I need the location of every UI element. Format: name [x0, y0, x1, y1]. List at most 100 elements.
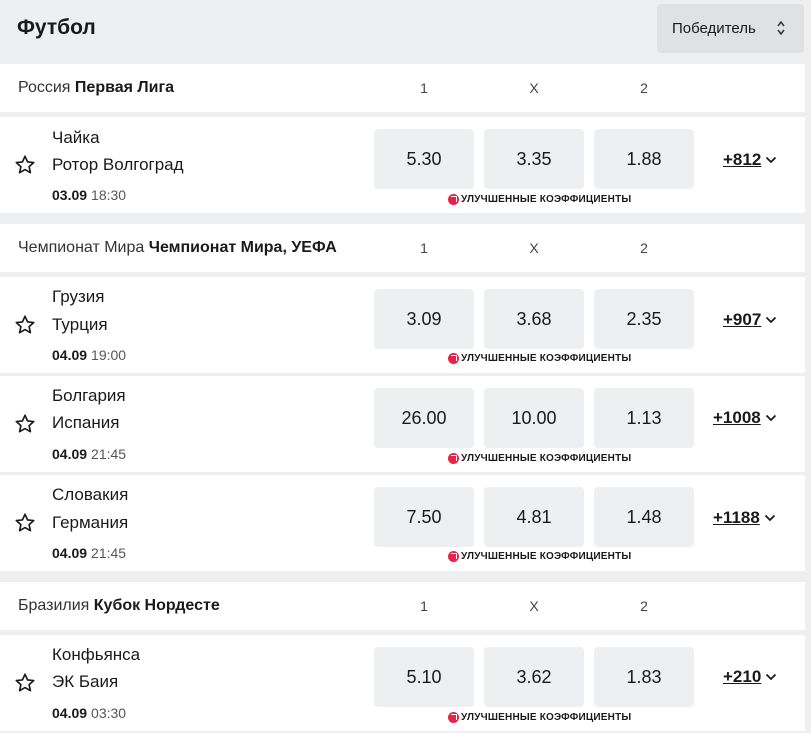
- home-team: Чайка: [52, 128, 100, 147]
- star-icon[interactable]: [14, 413, 36, 435]
- away-team: Испания: [52, 413, 120, 432]
- more-markets-count: +210: [723, 667, 762, 686]
- league-name[interactable]: Чемпионат Мира Чемпионат Мира, УЕФА: [18, 239, 350, 257]
- odd-2-button[interactable]: 1.13: [594, 388, 694, 448]
- star-icon[interactable]: [14, 154, 36, 176]
- match-date: 04.09: [52, 446, 88, 462]
- boosted-odds-label: УЛУЧШЕННЫЕ КОЭФФИЦИЕНТЫ: [461, 193, 632, 205]
- away-team: Турция: [52, 315, 108, 334]
- boosted-odds-label: УЛУЧШЕННЫЕ КОЭФФИЦИЕНТЫ: [461, 550, 632, 562]
- league-tournament: Первая Лига: [74, 79, 175, 96]
- boosted-odds-badge: УЛУЧШЕННЫЕ КОЭФФИЦИЕНТЫ: [448, 711, 631, 723]
- star-icon[interactable]: [14, 672, 36, 694]
- boosted-odds-label: УЛУЧШЕННЫЕ КОЭФФИЦИЕНТЫ: [461, 452, 632, 464]
- more-markets-link[interactable]: +907: [723, 310, 777, 330]
- odd-x-button[interactable]: 4.81: [484, 487, 584, 547]
- odd-2-button[interactable]: 2.35: [594, 289, 694, 349]
- home-team: Болгария: [52, 386, 126, 405]
- match-row[interactable]: Чайка Ротор Волгоград 03.09 18:30 5.30 3.…: [0, 117, 805, 213]
- away-team: Германия: [52, 513, 129, 532]
- match-row[interactable]: Словакия Германия 04.09 21:45 7.50 4.81 1…: [0, 475, 805, 571]
- boost-arrow-icon: [448, 550, 459, 562]
- league-country: Россия: [18, 79, 71, 96]
- star-icon[interactable]: [14, 512, 36, 534]
- col-head-1: 1: [420, 598, 428, 614]
- match-datetime: 04.09 21:45: [52, 545, 126, 561]
- boosted-odds-badge: УЛУЧШЕННЫЕ КОЭФФИЦИЕНТЫ: [448, 452, 631, 464]
- sort-updown-icon: [777, 20, 785, 36]
- league-country: Чемпионат Мира: [18, 239, 145, 256]
- match-time: 18:30: [91, 187, 127, 203]
- odd-2-button[interactable]: 1.88: [594, 129, 694, 189]
- match-time: 21:45: [91, 446, 127, 462]
- odd-2-button[interactable]: 1.83: [594, 647, 694, 707]
- match-date: 04.09: [52, 705, 88, 721]
- match-time: 03:30: [91, 705, 127, 721]
- league-name[interactable]: Россия Первая Лига: [18, 79, 358, 97]
- match-time: 19:00: [91, 347, 127, 363]
- odd-1-button[interactable]: 26.00: [374, 388, 474, 448]
- match-date: 04.09: [52, 545, 88, 561]
- odd-1-button[interactable]: 5.30: [374, 129, 474, 189]
- match-row[interactable]: Грузия Турция 04.09 19:00 3.09 3.68 2.35 …: [0, 277, 805, 373]
- chevron-down-icon: [766, 316, 777, 324]
- col-head-x: X: [529, 80, 539, 96]
- boost-arrow-icon: [448, 711, 459, 723]
- home-team: Словакия: [52, 485, 129, 504]
- boost-arrow-icon: [448, 352, 459, 364]
- odd-1-button[interactable]: 3.09: [374, 289, 474, 349]
- chevron-down-icon: [765, 414, 776, 422]
- away-team: Ротор Волгоград: [52, 155, 184, 174]
- col-head-x: X: [529, 240, 539, 256]
- col-head-1: 1: [420, 240, 428, 256]
- home-team: Грузия: [52, 287, 105, 306]
- chevron-down-icon: [766, 673, 777, 681]
- star-icon[interactable]: [14, 314, 36, 336]
- match-row[interactable]: Болгария Испания 04.09 21:45 26.00 10.00 …: [0, 376, 805, 472]
- more-markets-link[interactable]: +812: [723, 150, 777, 170]
- col-head-2: 2: [640, 80, 648, 96]
- league-header: Бразилия Кубок Нордесте 1 X 2: [0, 582, 805, 630]
- col-head-2: 2: [640, 598, 648, 614]
- odd-x-button[interactable]: 3.62: [484, 647, 584, 707]
- league-section: Россия Первая Лига 1 X 2 Чайка Ротор Вол…: [0, 64, 805, 214]
- boost-arrow-icon: [448, 193, 459, 205]
- match-datetime: 04.09 21:45: [52, 446, 126, 462]
- more-markets-count: +1188: [713, 508, 760, 527]
- boosted-odds-badge: УЛУЧШЕННЫЕ КОЭФФИЦИЕНТЫ: [448, 352, 631, 364]
- odd-x-button[interactable]: 3.35: [484, 129, 584, 189]
- chevron-down-icon: [764, 514, 775, 522]
- odd-1-button[interactable]: 7.50: [374, 487, 474, 547]
- chevron-down-icon: [766, 156, 777, 164]
- boost-arrow-icon: [448, 452, 459, 464]
- page-header: Футбол Победитель: [0, 0, 811, 58]
- col-head-2: 2: [640, 240, 648, 256]
- more-markets-count: +1008: [713, 408, 761, 427]
- market-select[interactable]: Победитель: [657, 4, 804, 53]
- match-date: 03.09: [52, 187, 88, 203]
- odd-2-button[interactable]: 1.48: [594, 487, 694, 547]
- match-datetime: 04.09 19:00: [52, 347, 126, 363]
- market-select-label: Победитель: [672, 20, 756, 37]
- page-title: Футбол: [17, 16, 96, 39]
- odd-x-button[interactable]: 3.68: [484, 289, 584, 349]
- league-section: Чемпионат Мира Чемпионат Мира, УЕФА 1 X …: [0, 224, 805, 572]
- col-head-1: 1: [420, 80, 428, 96]
- more-markets-link[interactable]: +1188: [713, 508, 776, 528]
- more-markets-count: +907: [723, 310, 762, 329]
- league-name[interactable]: Бразилия Кубок Нордесте: [18, 597, 358, 615]
- home-team: Конфьянса: [52, 645, 141, 664]
- league-country: Бразилия: [18, 597, 90, 614]
- league-tournament: Чемпионат Мира, УЕФА: [148, 239, 337, 256]
- more-markets-count: +812: [723, 150, 762, 169]
- odd-x-button[interactable]: 10.00: [484, 388, 584, 448]
- more-markets-link[interactable]: +1008: [713, 408, 777, 428]
- match-row[interactable]: Конфьянса ЭК Баия 04.09 03:30 5.10 3.62 1…: [0, 635, 805, 731]
- odd-1-button[interactable]: 5.10: [374, 647, 474, 707]
- match-datetime: 03.09 18:30: [52, 187, 126, 203]
- more-markets-link[interactable]: +210: [723, 667, 777, 687]
- boosted-odds-label: УЛУЧШЕННЫЕ КОЭФФИЦИЕНТЫ: [461, 352, 632, 364]
- col-head-x: X: [529, 598, 539, 614]
- match-datetime: 04.09 03:30: [52, 705, 126, 721]
- league-header: Чемпионат Мира Чемпионат Мира, УЕФА 1 X …: [0, 224, 805, 272]
